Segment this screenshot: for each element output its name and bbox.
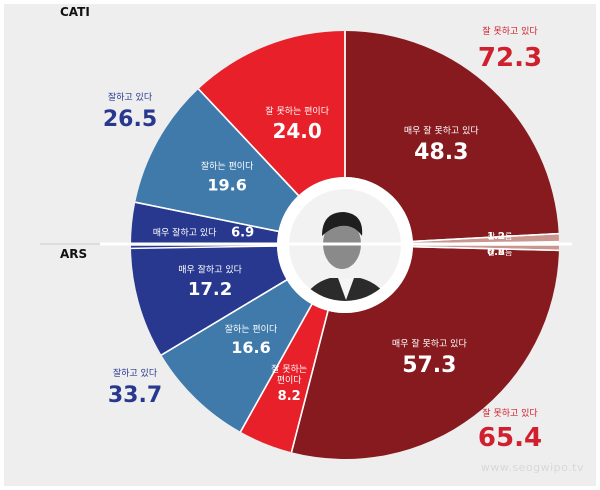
cati-total-good-label: 잘하고 있다	[108, 91, 153, 103]
ars-bad-label-2: 편이다	[277, 374, 303, 386]
ars-unknown-label: 잘 모름	[488, 248, 513, 257]
ars-total-bad-label: 잘 못하고 있다	[482, 407, 538, 419]
slice-separator	[135, 201, 279, 233]
ars-total-bad-value: 65.4	[478, 423, 542, 453]
cati-very-good-value: 6.9	[231, 226, 254, 241]
ars-good-value: 16.6	[231, 338, 270, 357]
cati-bad-value: 24.0	[272, 119, 321, 143]
slice-separator	[161, 279, 288, 356]
cati-good-value: 19.6	[207, 175, 246, 194]
ars-very-bad-value: 57.3	[402, 353, 456, 378]
slice-cati-0	[345, 31, 559, 242]
cati-bad-label: 잘 못하는 편이다	[265, 105, 329, 117]
ars-total-good-label: 잘하고 있다	[113, 367, 158, 379]
slice-ars-2	[240, 304, 329, 453]
group-label-ars: ARS	[60, 247, 87, 261]
cati-very-bad-value: 48.3	[414, 140, 468, 165]
ars-very-bad-label: 매우 잘 못하고 있다	[392, 338, 468, 350]
slice-separator	[197, 88, 299, 196]
donut-slices	[131, 31, 559, 459]
cati-good-label: 잘하는 편이다	[201, 160, 254, 172]
ars-unknown-value: 0.8	[487, 247, 505, 258]
slice-ars-4	[131, 245, 287, 355]
cati-unknown-label: 잘 모름	[488, 232, 513, 241]
cati-total-bad-value: 72.3	[478, 43, 542, 73]
slice-ars-3	[161, 279, 312, 432]
slice-separator	[290, 310, 329, 453]
slice-separator	[412, 245, 559, 252]
ars-bad-label-1: 잘 못하는	[271, 363, 307, 375]
ars-bad-value: 8.2	[278, 389, 301, 404]
center-portrait	[277, 177, 413, 313]
ars-good-label: 잘하는 편이다	[225, 323, 278, 335]
cati-total-good-value: 26.5	[103, 107, 157, 132]
ars-very-good-label: 매우 잘하고 있다	[178, 263, 242, 275]
slice-ars-1	[291, 246, 559, 459]
group-label-cati: CATI	[60, 5, 90, 19]
cati-total-bad-label: 잘 못하고 있다	[482, 25, 538, 37]
ars-total-good-value: 33.7	[108, 383, 162, 408]
slice-cati-4	[198, 31, 345, 196]
slice-cati-3	[135, 89, 299, 232]
ars-very-good-value: 17.2	[188, 279, 232, 300]
cati-very-bad-label: 매우 잘 못하고 있다	[404, 124, 480, 136]
slice-separator	[239, 303, 313, 433]
watermark: www.seogwipo.tv	[480, 461, 584, 474]
slice-separator	[412, 232, 559, 243]
slice-cati-2	[131, 202, 279, 249]
slice-separator	[131, 245, 278, 250]
cati-unknown-value: 1.2	[487, 231, 505, 242]
cati-very-good-label: 매우 잘하고 있다	[153, 227, 217, 239]
slice-labels: 매우 잘 못하고 있다 48.3 잘 못하는 편이다 24.0 잘하는 편이다 19.6 매…	[103, 25, 542, 453]
